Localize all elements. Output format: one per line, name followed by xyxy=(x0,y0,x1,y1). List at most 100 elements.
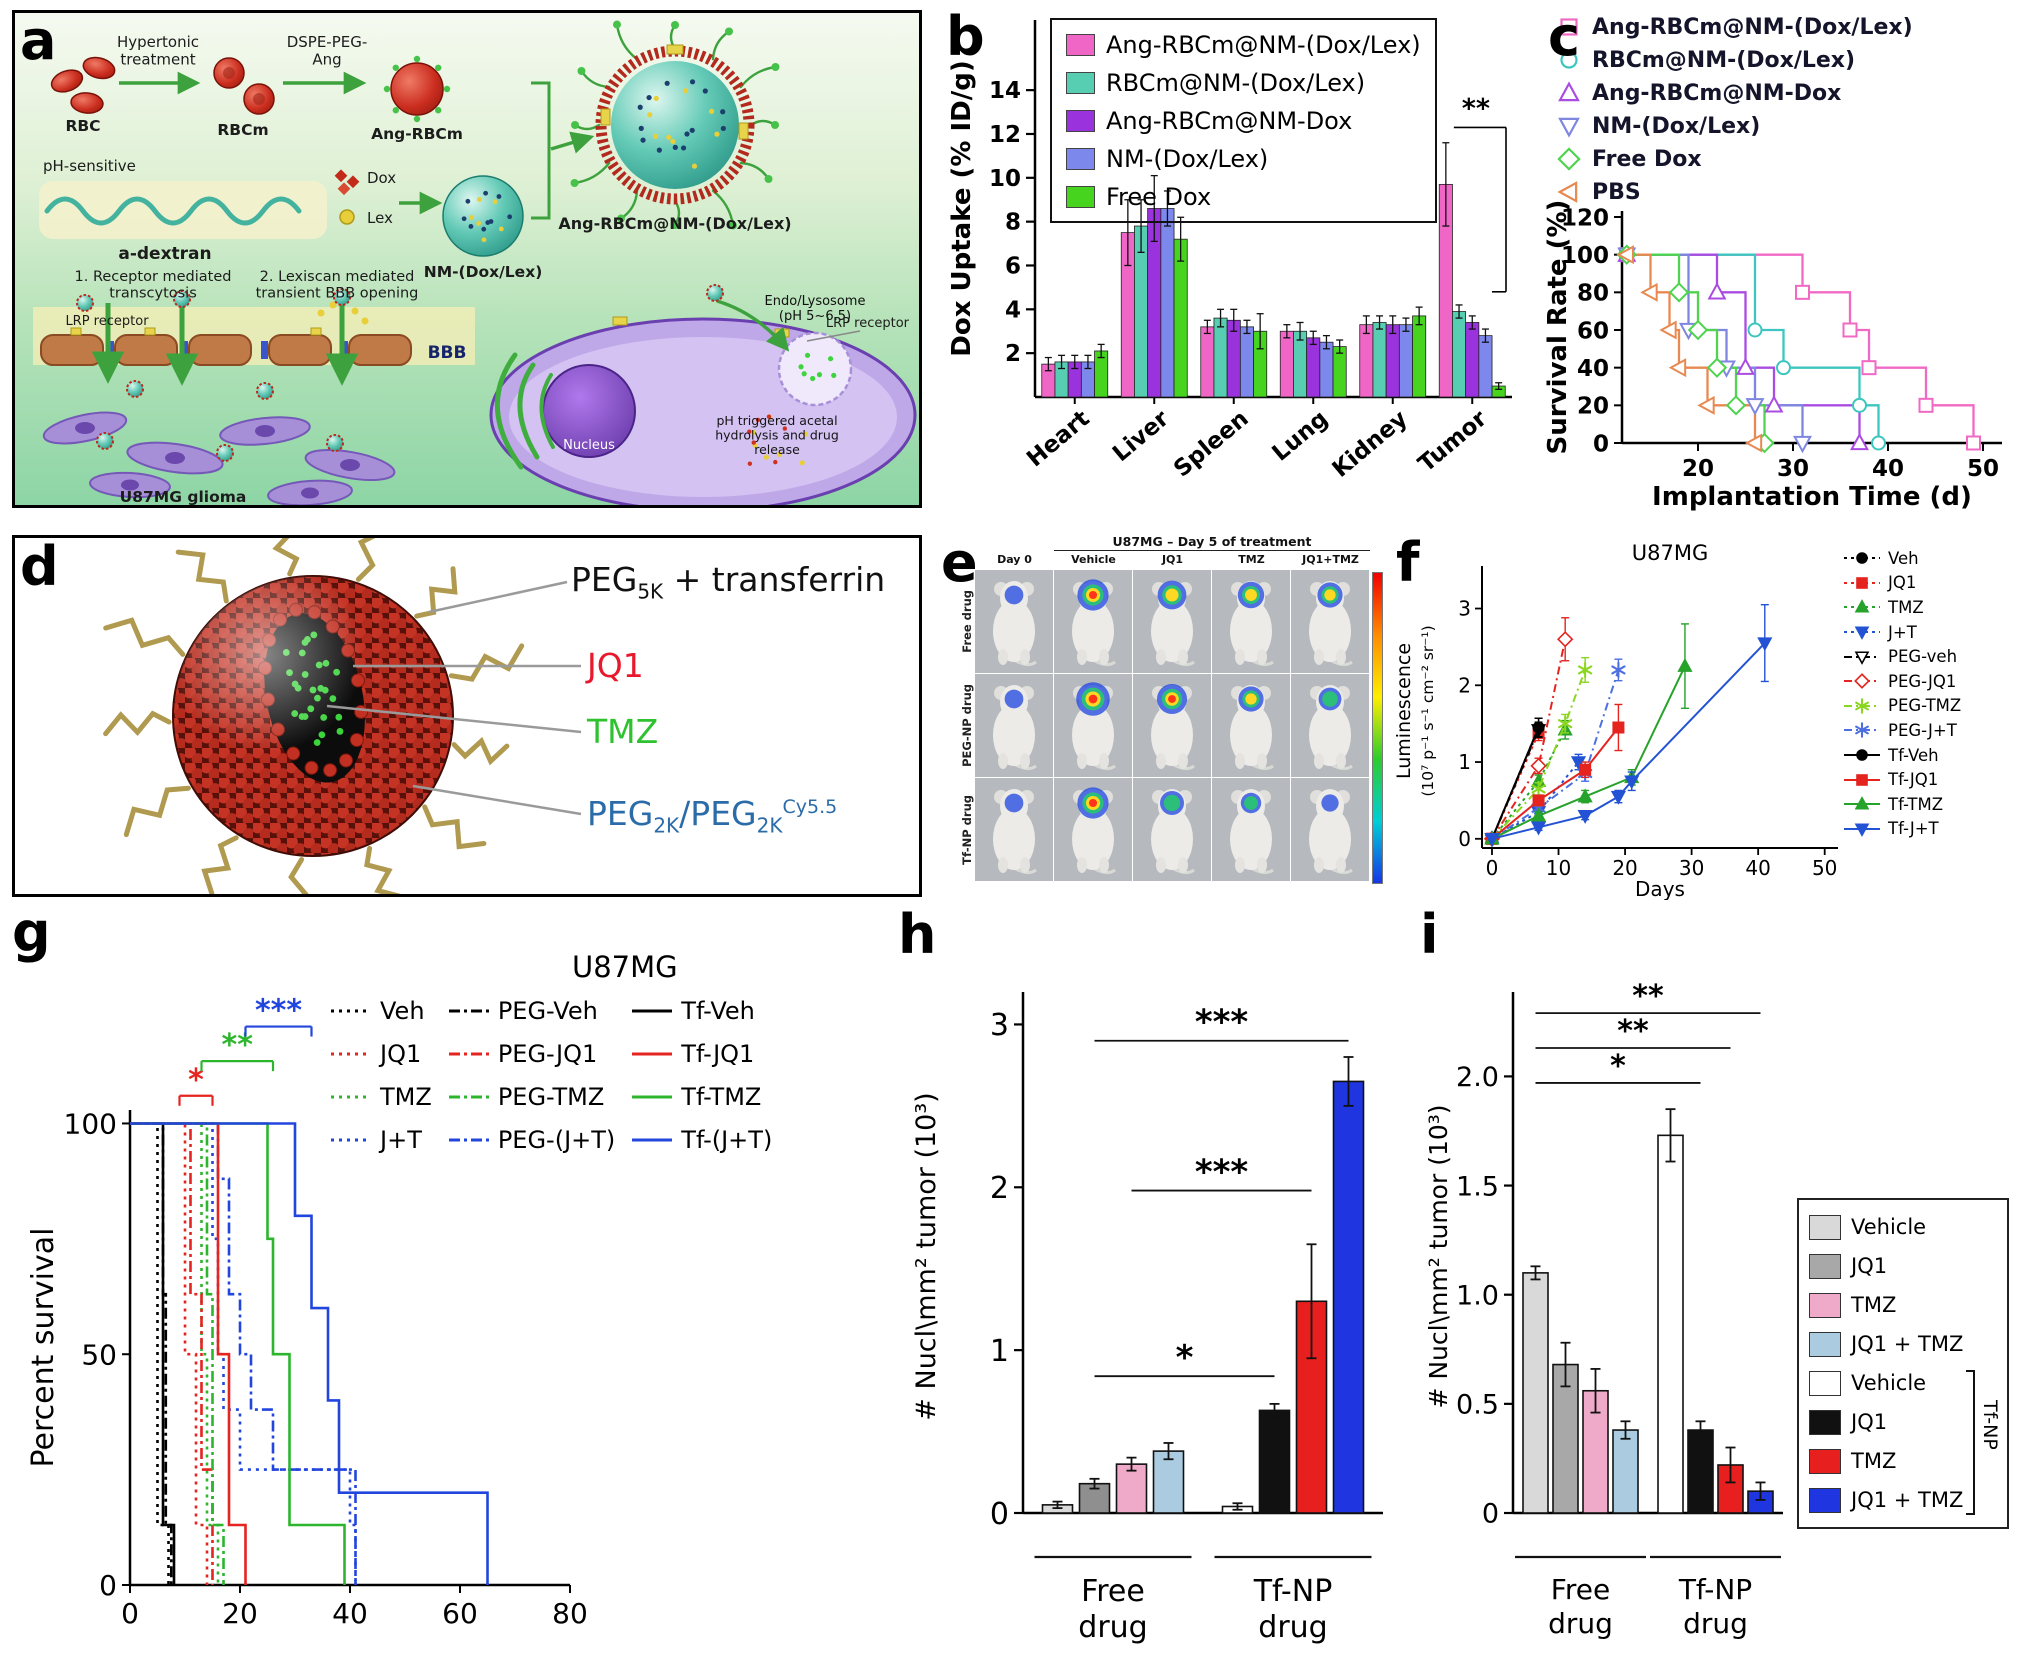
bar-Tf-NP-JQ1 xyxy=(1687,1429,1714,1514)
legend-entry: PEG-TMZ xyxy=(448,1080,615,1113)
bar-Spleen-Ang-RBCm@NM-(Dox/Lex) xyxy=(1200,326,1215,398)
legend-entry: Tf-Veh xyxy=(631,994,772,1027)
peg5k-sub: 5K xyxy=(637,579,664,604)
legend-entry: Tf-Veh xyxy=(1843,743,1961,768)
lex-label: Lex xyxy=(367,209,393,227)
combine-bracket xyxy=(531,81,551,220)
column-label-0: Day 0 xyxy=(997,553,1032,566)
legend-entry: TMZ xyxy=(1843,595,1961,620)
legend-entry: TMZ xyxy=(1809,1290,1997,1320)
legend-entry: Ang-RBCm@NM-Dox xyxy=(1066,104,1421,137)
legend-swatch xyxy=(1809,1331,1841,1357)
lex-dots-bbb xyxy=(317,301,369,325)
legend-symbol xyxy=(448,1052,489,1055)
final-np-label: Ang-RBCm@NM-(Dox/Lex) xyxy=(558,214,791,233)
survival-curve-Tf-TMZ xyxy=(130,1122,346,1585)
legend-swatch xyxy=(1066,147,1095,170)
svg-text:Heart: Heart xyxy=(1022,406,1094,473)
label-pointer-lines xyxy=(326,580,582,816)
svg-text:50: 50 xyxy=(81,1338,117,1371)
legend-entry: TMZ xyxy=(330,1080,432,1113)
svg-text:Free: Free xyxy=(1081,1574,1145,1609)
svg-text:Percent survival: Percent survival xyxy=(26,1228,61,1468)
legend-label: PEG-JQ1 xyxy=(497,1039,598,1068)
svg-text:**: ** xyxy=(1632,979,1664,1014)
mouse-photo xyxy=(1054,778,1132,881)
panel-letter-f: f xyxy=(1396,531,1420,594)
legend-entry: J+T xyxy=(330,1123,432,1156)
svg-text:Tf-NP: Tf-NP xyxy=(1678,1573,1752,1606)
svg-text:*: * xyxy=(1176,1338,1194,1378)
svg-text:drug: drug xyxy=(1683,1607,1748,1640)
bar-Free-JQ1 + TMZ xyxy=(1152,1450,1185,1514)
svg-text:Tf-NP: Tf-NP xyxy=(1253,1574,1333,1609)
svg-text:2.0: 2.0 xyxy=(1456,1062,1499,1093)
svg-text:Survival Rate (%): Survival Rate (%) xyxy=(1543,200,1573,455)
legend-label: Ang-RBCm@NM-Dox xyxy=(1106,106,1353,135)
survival-curve-PEG-Veh xyxy=(130,1122,173,1585)
ph-sensitive-label: pH-sensitive xyxy=(43,157,136,175)
svg-text:1: 1 xyxy=(990,1334,1009,1369)
legend-symbol xyxy=(331,1052,371,1055)
svg-text:Free: Free xyxy=(1551,1573,1610,1606)
bar-Liver-NM-(Dox/Lex) xyxy=(1160,208,1175,398)
panel-e-mouse-images: U87MG – Day 5 of treatment Day 0 Vehicle J… xyxy=(938,532,1386,900)
panel-letter-d: d xyxy=(20,535,59,598)
treatment-day-header: U87MG – Day 5 of treatment xyxy=(1054,534,1370,551)
mouse-photo xyxy=(975,674,1053,777)
legend-symbol xyxy=(448,1095,489,1098)
svg-text:0: 0 xyxy=(990,1497,1009,1532)
legend-label: Tf-J+T xyxy=(1888,819,1939,839)
legend-symbol xyxy=(1844,673,1880,690)
peg5k-rest: + transferrin xyxy=(663,560,886,599)
legend-label: TMZ xyxy=(1851,1293,1897,1317)
svg-text:*: * xyxy=(188,1063,204,1098)
legend-swatch xyxy=(1809,1292,1841,1318)
legend-entry: NM-(Dox/Lex) xyxy=(1066,142,1421,175)
mouse-image xyxy=(1212,778,1290,881)
legend-label: Vehicle xyxy=(1851,1215,1927,1239)
legend-entry: NM-(Dox/Lex) xyxy=(1556,111,1913,141)
mouse-photo xyxy=(1054,674,1132,777)
mouse-image xyxy=(1291,570,1369,673)
chart-b-plot: 2 4 6 8 10 12 14 Dox Uptake (% ID/g) Heart LiverS… xyxy=(947,20,1512,483)
survival-curve-RBCm@NM-(Dox/Lex) xyxy=(1626,253,1880,443)
svg-text:3: 3 xyxy=(990,1008,1009,1043)
legend-label: JQ1 xyxy=(1851,1254,1888,1278)
svg-text:Liver: Liver xyxy=(1108,405,1175,467)
svg-text:20: 20 xyxy=(1612,856,1637,880)
legend-symbol xyxy=(331,1095,371,1098)
mouse-photo xyxy=(1291,674,1369,777)
legend-label: Tf-JQ1 xyxy=(681,1039,755,1068)
svg-text:40: 40 xyxy=(1872,456,1904,482)
legend-symbol xyxy=(1560,51,1578,69)
legend-column: PEG-Veh PEG-JQ1 PEG-TMZ PEG-(J+T) xyxy=(448,994,615,1156)
chart-g-title: U87MG xyxy=(572,950,678,984)
peg2k-slash: / xyxy=(679,794,691,833)
drug-release-label: pH triggered acetal hydrolysis and drug re… xyxy=(715,413,839,457)
endolysosome-label: Endo/Lysosome (pH 5~6.5) xyxy=(765,294,866,324)
svg-text:**: ** xyxy=(1462,93,1490,124)
legend-label: Tf-TMZ xyxy=(681,1082,762,1111)
svg-text:Dox Uptake (% ID/g): Dox Uptake (% ID/g) xyxy=(947,60,977,356)
svg-text:20: 20 xyxy=(1577,394,1609,420)
legend-entry: PEG-JQ1 xyxy=(1843,669,1961,694)
mouse-photo xyxy=(1291,778,1369,881)
svg-text:***: *** xyxy=(1195,1003,1249,1043)
arrow-to-final xyxy=(550,131,595,154)
legend-label: Vehicle xyxy=(1851,1371,1927,1395)
legend-label: JQ1 + TMZ xyxy=(1851,1332,1964,1356)
legend-label: JQ1 xyxy=(1851,1410,1888,1434)
legend-label: NM-(Dox/Lex) xyxy=(1106,144,1269,173)
legend-entry: JQ1 xyxy=(1809,1251,1997,1281)
legend-swatch xyxy=(1809,1409,1841,1435)
svg-text:14: 14 xyxy=(989,78,1021,104)
panel-letter-h: h xyxy=(898,903,937,966)
bar-Kidney-Ang-RBCm@NM-(Dox/Lex) xyxy=(1359,324,1374,398)
svg-text:50: 50 xyxy=(1967,456,1999,482)
bar-Lung-Ang-RBCm@NM-(Dox/Lex) xyxy=(1279,330,1294,398)
legend-entry: Tf-TMZ xyxy=(631,1080,772,1113)
